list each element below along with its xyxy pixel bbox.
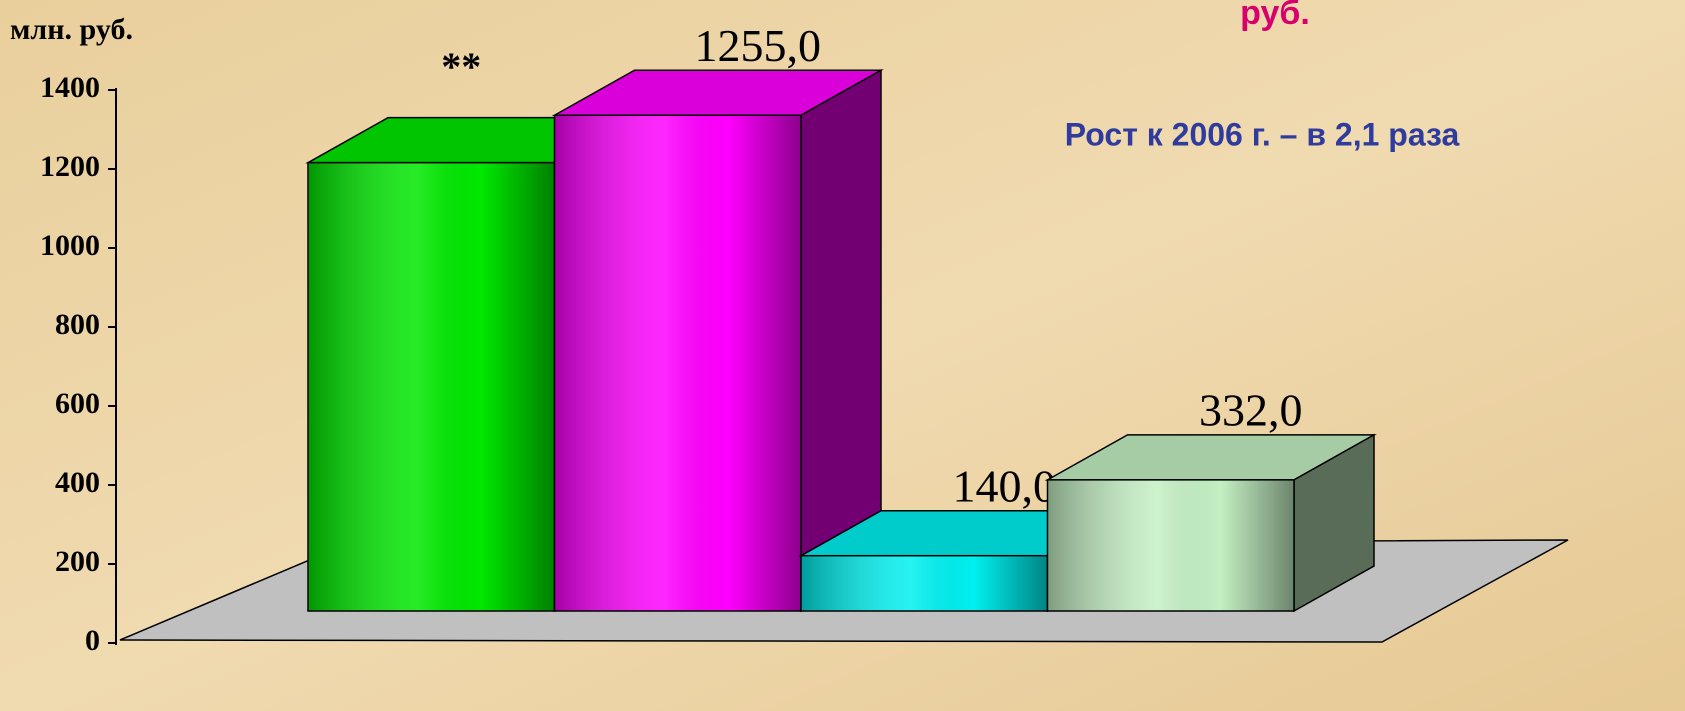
bar-side-shade [1294, 434, 1374, 611]
annotation: руб. [1240, 0, 1310, 32]
bar-top-shade [1047, 434, 1374, 480]
data-label: 140,0 [953, 460, 1057, 511]
annotation: ** [441, 44, 481, 89]
bar-side-shade [801, 70, 881, 611]
y-axis-label: млн. руб. [10, 13, 133, 46]
bar-shade [800, 554, 1049, 612]
bar-top-shade [801, 510, 1128, 556]
annotation: Рост к 2006 г. – в 2,1 раза [1065, 116, 1460, 152]
bar-top-shade [554, 70, 881, 116]
bar-shade [1046, 479, 1295, 612]
y-tick-label: 200 [55, 545, 100, 578]
y-tick-label: 600 [55, 387, 100, 420]
y-tick-label: 400 [55, 466, 100, 499]
bar-top-shade [308, 117, 635, 163]
data-label: 332,0 [1199, 384, 1303, 435]
y-tick-label: 0 [85, 624, 100, 657]
bar-shade [307, 161, 556, 612]
data-label: 1255,0 [695, 20, 822, 71]
y-tick-label: 800 [55, 308, 100, 341]
y-tick-label: 1200 [40, 150, 100, 183]
bar-shade [553, 114, 802, 612]
y-tick-label: 1400 [40, 71, 100, 104]
y-tick-label: 1000 [40, 229, 100, 262]
